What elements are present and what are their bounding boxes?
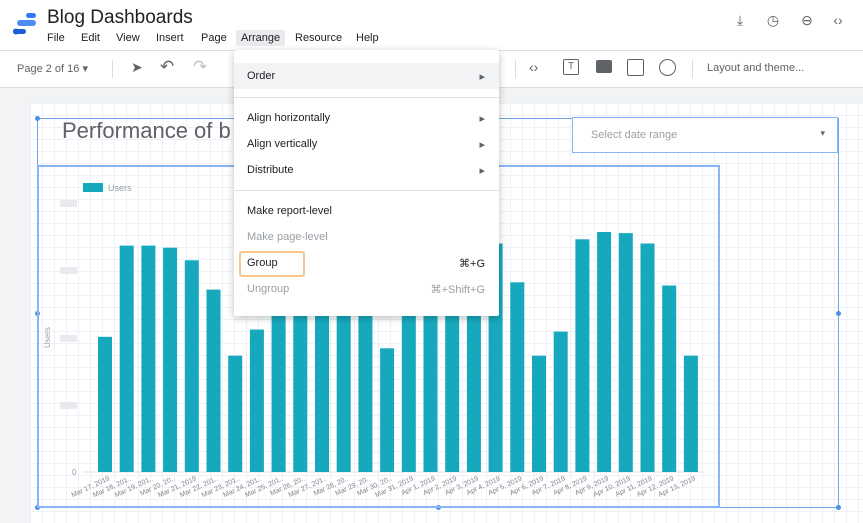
menu-arrange[interactable]: Arrange [236, 30, 286, 46]
menu-item-label: Make report-level [247, 205, 332, 217]
chevron-right-icon: ▸ [479, 139, 485, 151]
menu-item-ungroup[interactable]: Ungroup ⌘+Shift+G [234, 276, 499, 302]
arrange-menu: Order ▸ Align horizontally ▸ Align verti… [234, 50, 499, 316]
date-range-control[interactable]: Select date range ▾ [572, 117, 838, 153]
redo-icon[interactable]: ↷ [193, 57, 208, 76]
menu-page[interactable]: Page [201, 32, 227, 44]
menu-item-label: Align horizontally [247, 112, 331, 124]
menu-item-label: Make page-level [247, 231, 328, 243]
title-bar [0, 0, 863, 50]
menu-item-align-vertically[interactable]: Align vertically ▸ [234, 131, 499, 157]
download-icon[interactable]: ⤓ [736, 12, 744, 28]
caret-down-icon: ▾ [820, 128, 825, 138]
menu-item-label: Ungroup [247, 283, 290, 295]
chevron-right-icon: ▸ [479, 113, 485, 125]
menu-item-make-page-level[interactable]: Make page-level [234, 224, 499, 250]
menu-item-label: Order [247, 70, 276, 82]
report-title[interactable]: Performance of b [62, 118, 231, 143]
date-range-placeholder: Select date range [591, 129, 678, 141]
page-selector[interactable]: Page 2 of 16 ▾ [17, 62, 88, 75]
menu-edit[interactable]: Edit [81, 32, 100, 44]
link-icon[interactable]: ⊖ [801, 12, 813, 28]
chevron-right-icon: ▸ [479, 71, 485, 83]
menu-item-order[interactable]: Order ▸ [234, 63, 499, 89]
menu-item-label: Distribute [247, 164, 294, 176]
shortcut-label: ⌘+Shift+G [430, 284, 485, 296]
layout-and-theme-button[interactable]: Layout and theme... [707, 62, 805, 74]
menu-view[interactable]: View [116, 32, 140, 44]
select-cursor-icon[interactable]: ➤ [131, 59, 143, 75]
menu-insert[interactable]: Insert [156, 32, 184, 44]
page-indicator: Page 2 of 16 [17, 63, 80, 75]
circle-icon[interactable] [659, 59, 676, 76]
app-title[interactable]: Blog Dashboards [47, 7, 193, 28]
text-box-icon[interactable]: T [563, 59, 579, 75]
data-studio-logo-icon[interactable] [12, 10, 38, 36]
menu-item-label: Align vertically [247, 138, 318, 150]
menu-item-make-report-level[interactable]: Make report-level [234, 198, 499, 224]
caret-down-icon: ▾ [82, 63, 88, 75]
shortcut-label: ⌘+G [459, 258, 485, 270]
image-icon[interactable] [596, 60, 612, 73]
menu-resource[interactable]: Resource [295, 32, 343, 44]
menu-item-label: Group [247, 257, 278, 269]
group-highlight [239, 251, 305, 277]
menu-item-group[interactable]: Group ⌘+G [234, 250, 499, 277]
embed-url-icon[interactable]: ‹› [529, 59, 539, 75]
undo-icon[interactable]: ↶ [160, 57, 175, 76]
menu-file[interactable]: File [47, 32, 65, 44]
chevron-right-icon: ▸ [479, 165, 485, 177]
embed-icon[interactable]: ‹› [833, 12, 843, 28]
rectangle-icon[interactable] [627, 59, 644, 76]
menu-item-distribute[interactable]: Distribute ▸ [234, 157, 499, 183]
menu-help[interactable]: Help [356, 32, 379, 44]
menu-item-align-horizontally[interactable]: Align horizontally ▸ [234, 105, 499, 131]
history-icon[interactable]: ◷ [766, 12, 780, 28]
